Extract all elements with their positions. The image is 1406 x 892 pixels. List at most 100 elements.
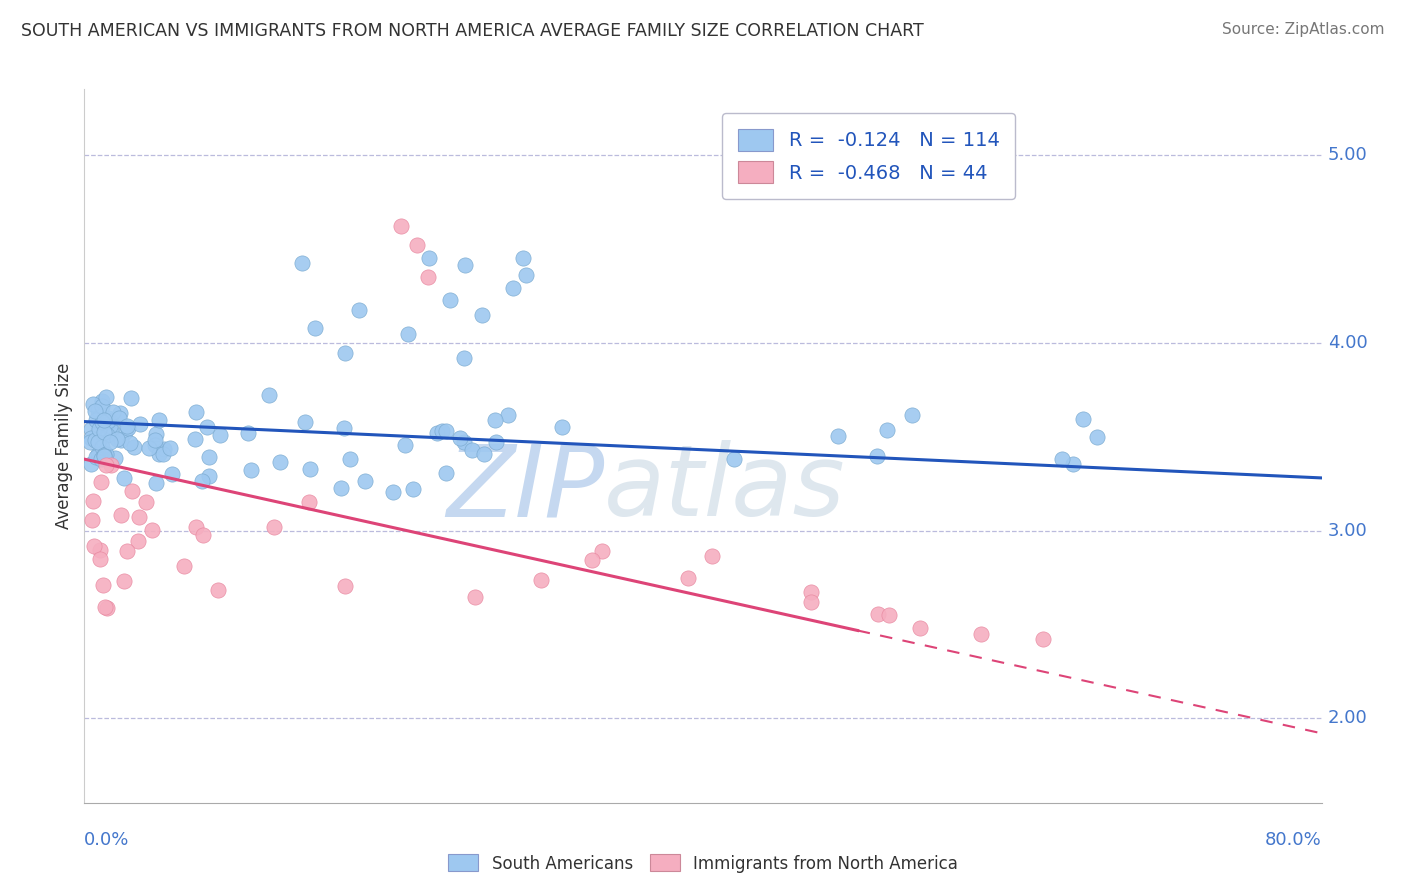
Point (82, 397, 104, 411)
Point (970, 627, 993, 641)
Point (90, 440, 112, 454)
Point (190, 474, 212, 488)
Point (152, 447, 174, 461)
Point (80, 457, 103, 471)
Point (581, 553, 603, 567)
Point (121, 483, 143, 498)
Text: Source: ZipAtlas.com: Source: ZipAtlas.com (1222, 22, 1385, 37)
Point (128, 509, 150, 524)
Point (402, 482, 425, 496)
Point (800, 585, 823, 599)
Point (143, 433, 166, 447)
Point (97, 427, 120, 442)
Point (89, 551, 111, 566)
Text: SOUTH AMERICAN VS IMMIGRANTS FROM NORTH AMERICA AVERAGE FAMILY SIZE CORRELATION : SOUTH AMERICAN VS IMMIGRANTS FROM NORTH … (21, 22, 924, 40)
Point (93, 413, 115, 427)
Point (152, 442, 174, 456)
Point (208, 428, 231, 442)
Point (405, 238, 427, 252)
Point (877, 607, 900, 622)
Point (90, 415, 112, 429)
Point (197, 468, 219, 483)
Point (394, 438, 416, 452)
Point (97, 414, 120, 428)
Point (143, 438, 166, 452)
Point (91, 578, 114, 592)
Point (354, 475, 377, 489)
Point (330, 481, 353, 495)
Point (460, 442, 482, 457)
Point (84, 450, 107, 465)
Point (866, 607, 889, 622)
Text: ZIP: ZIP (446, 441, 605, 537)
Point (866, 449, 889, 463)
Point (124, 440, 146, 454)
Point (349, 303, 371, 318)
Point (439, 293, 461, 307)
Point (117, 544, 139, 558)
Point (900, 409, 922, 423)
Text: 2.00: 2.00 (1327, 709, 1368, 727)
Point (145, 426, 167, 441)
Point (1087, 429, 1109, 443)
Point (138, 441, 160, 455)
Point (83, 404, 105, 418)
Point (484, 413, 506, 427)
Point (162, 467, 184, 481)
Point (87, 435, 110, 450)
Point (591, 543, 613, 558)
Point (263, 520, 285, 534)
Point (98, 434, 121, 449)
Point (96, 600, 118, 615)
Point (512, 251, 534, 265)
Point (96, 428, 118, 442)
Point (186, 405, 208, 419)
Point (115, 418, 138, 433)
Point (1032, 632, 1054, 647)
Point (195, 420, 218, 434)
Point (93, 449, 115, 463)
Text: 80.0%: 80.0% (1265, 831, 1322, 849)
Point (79, 435, 101, 450)
Point (127, 534, 149, 549)
Text: 5.00: 5.00 (1327, 146, 1368, 164)
Point (105, 433, 128, 447)
Point (94, 390, 117, 404)
Point (159, 441, 181, 455)
Point (551, 420, 574, 434)
Point (103, 450, 125, 465)
Point (434, 466, 457, 480)
Point (135, 495, 157, 509)
Point (484, 435, 506, 450)
Point (239, 463, 262, 477)
Point (91, 399, 114, 413)
Point (118, 436, 141, 450)
Point (389, 219, 413, 234)
Point (676, 570, 699, 584)
Point (454, 258, 477, 272)
Text: atlas: atlas (605, 441, 845, 537)
Point (87, 447, 110, 461)
Point (80, 431, 103, 445)
Point (471, 308, 494, 322)
Point (1050, 451, 1073, 466)
Point (299, 461, 322, 475)
Point (418, 251, 440, 265)
Point (112, 471, 135, 485)
Point (94, 447, 117, 461)
Point (453, 435, 475, 450)
Point (434, 424, 457, 438)
Point (193, 527, 215, 541)
Point (94, 599, 117, 614)
Point (100, 414, 122, 428)
Point (257, 388, 280, 402)
Point (269, 455, 291, 469)
Point (416, 270, 439, 285)
Point (515, 268, 537, 282)
Point (120, 391, 142, 405)
Point (198, 450, 221, 464)
Point (723, 451, 745, 466)
Point (186, 520, 208, 534)
Point (141, 523, 163, 537)
Point (827, 429, 849, 443)
